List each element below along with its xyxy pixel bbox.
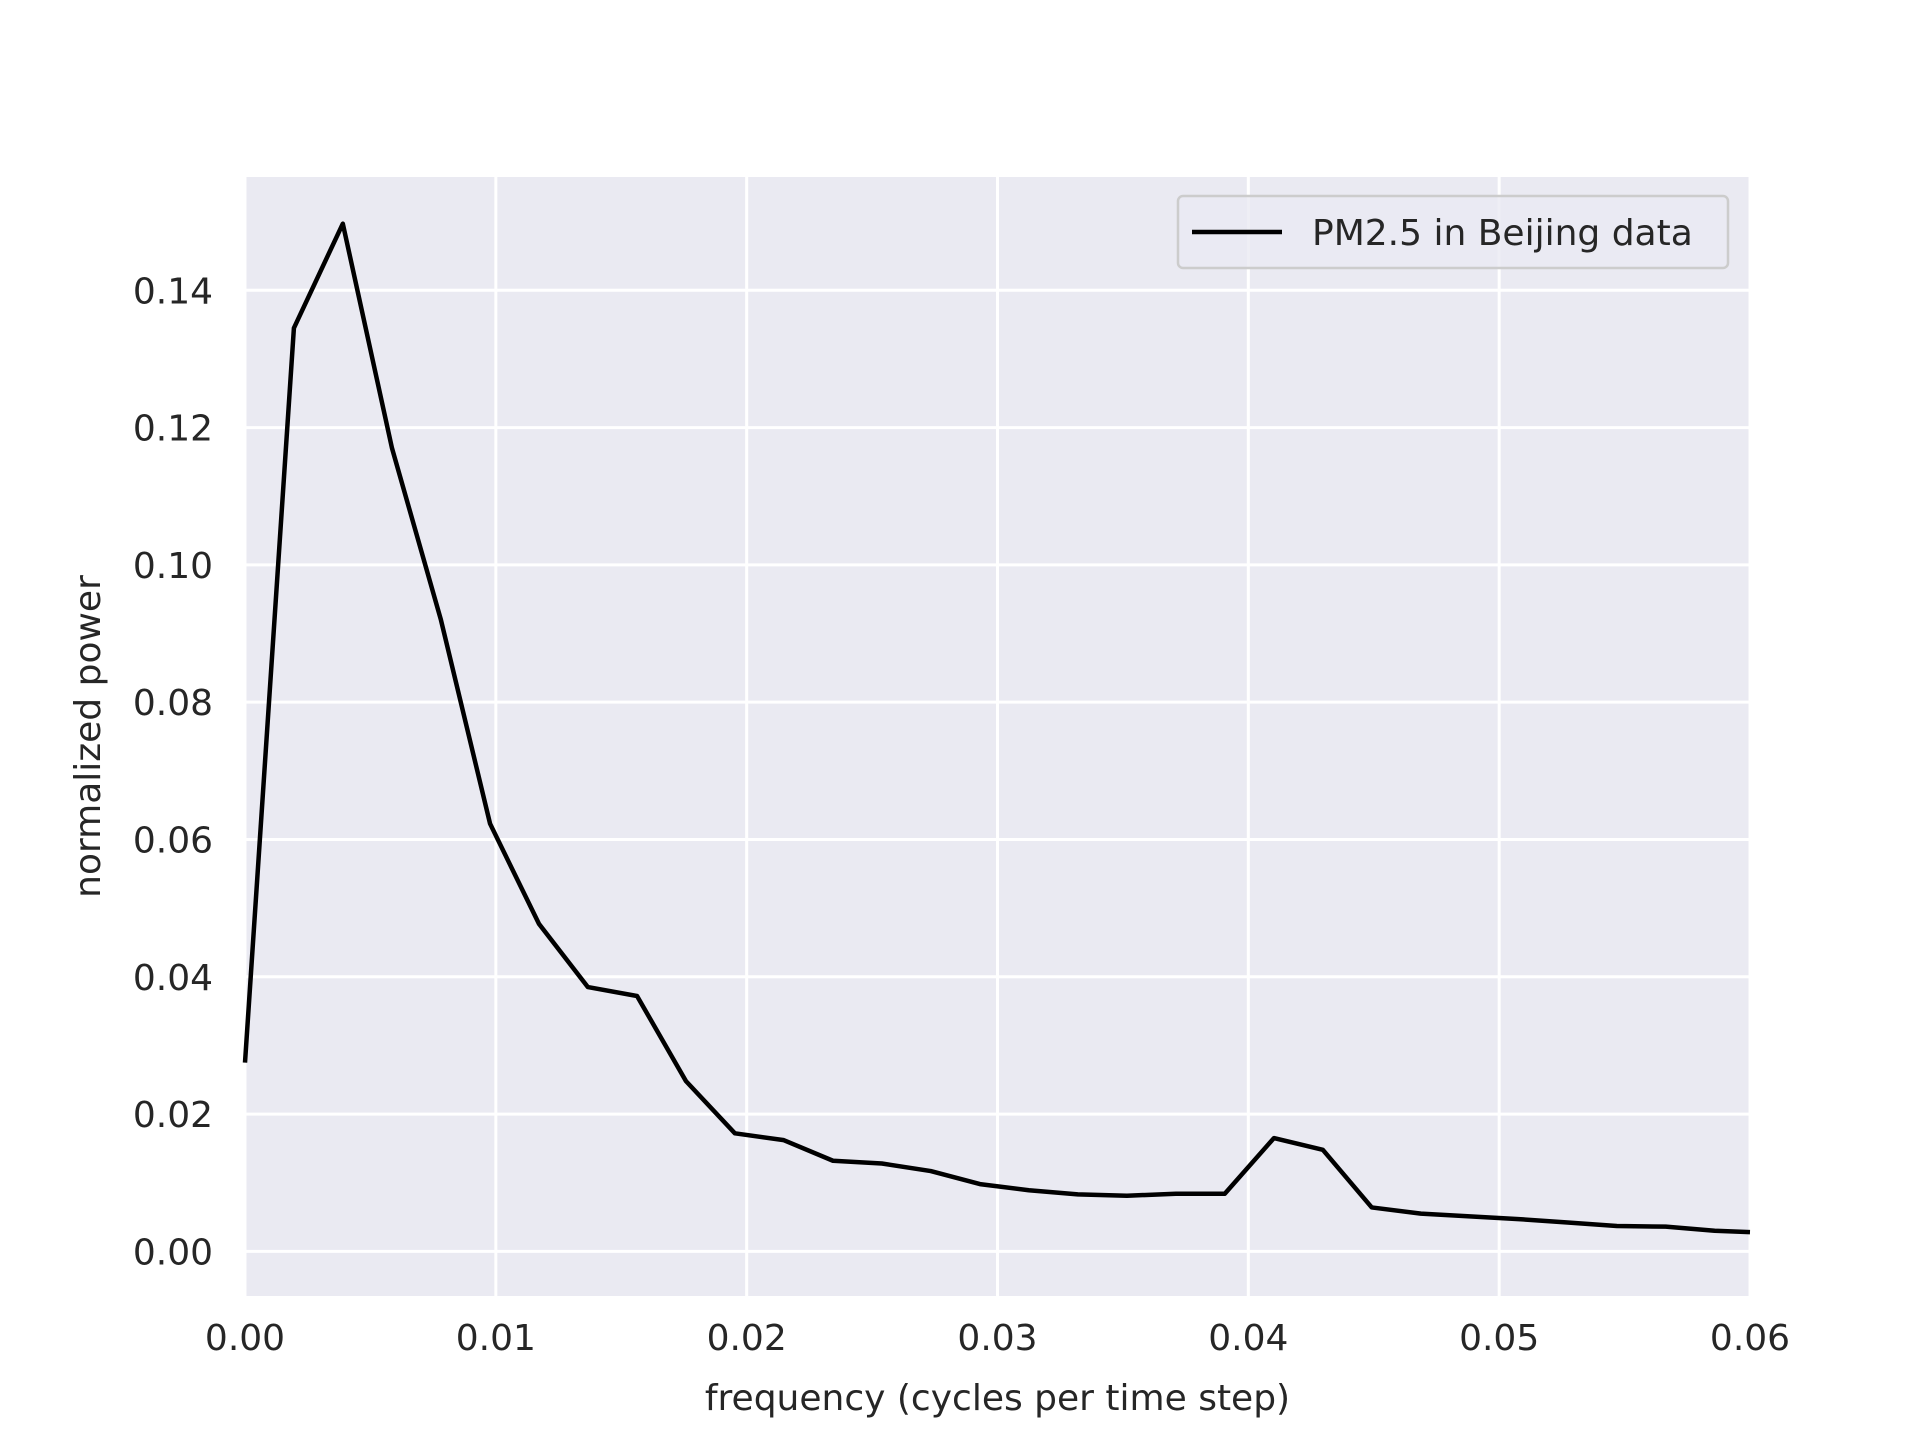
x-tick-labels: 0.00 0.01 0.02 0.03 0.04 0.05 0.06 [205, 1318, 1790, 1359]
series-line [242, 221, 1751, 1235]
x-tick-label: 0.02 [707, 1318, 787, 1359]
y-tick-label: 0.08 [133, 683, 213, 724]
y-tick-label: 0.10 [133, 546, 213, 587]
legend-box [1176, 194, 1730, 270]
x-tick-label: 0.03 [957, 1318, 1037, 1359]
y-tick-label: 0.06 [133, 820, 213, 861]
y-tick-label: 0.14 [133, 271, 213, 312]
y-tick-label: 0.02 [133, 1095, 213, 1136]
y-tick-label: 0.12 [133, 409, 213, 450]
x-tick-label: 0.06 [1710, 1318, 1790, 1359]
legend: PM2.5 in Beijing data [1176, 194, 1730, 270]
x-axis-label: frequency (cycles per time step) [705, 1378, 1290, 1419]
x-tick-label: 0.05 [1459, 1318, 1539, 1359]
y-tick-label: 0.00 [133, 1232, 213, 1273]
x-tick-label: 0.00 [205, 1318, 285, 1359]
grid-lines [243, 177, 1752, 1296]
x-tick-label: 0.04 [1208, 1318, 1288, 1359]
y-tick-labels: 0.00 0.02 0.04 0.06 0.08 0.10 0.12 0.14 [133, 271, 213, 1273]
legend-label: PM2.5 in Beijing data [1312, 213, 1693, 254]
x-tick-label: 0.01 [456, 1318, 536, 1359]
y-tick-label: 0.04 [133, 958, 213, 999]
y-axis-label: normalized power [68, 575, 109, 898]
